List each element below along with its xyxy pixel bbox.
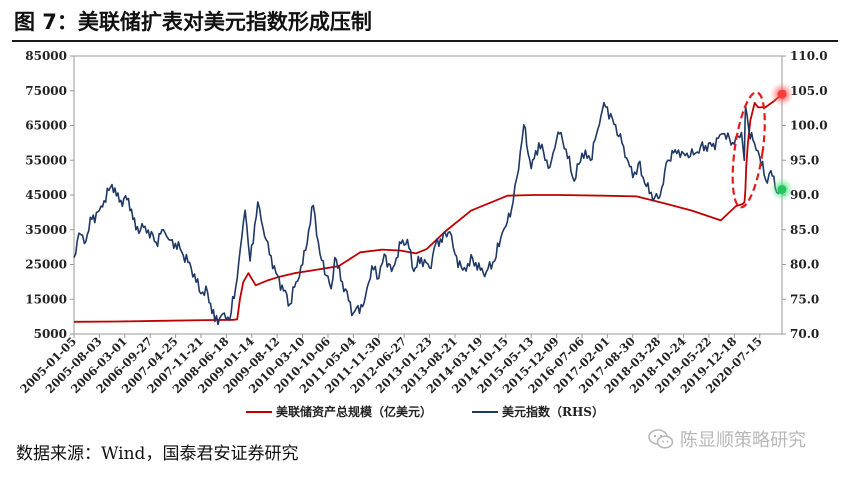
y-left-tick-label: 35000 <box>25 223 67 237</box>
plot-area-frame <box>73 55 783 335</box>
watermark: 陈显顺策略研究 <box>648 426 806 452</box>
y-right-tick-label: 75.0 <box>790 292 819 306</box>
y-right-tick-label: 70.0 <box>790 327 819 341</box>
y-right-tick-label: 100.0 <box>790 119 828 133</box>
y-left-tick-label: 5000 <box>34 327 67 341</box>
y-right-tick-label: 85.0 <box>790 223 819 237</box>
y-right-tick-label: 80.0 <box>790 258 819 272</box>
line-chart: 5000 15000 25000 35000 45000 55000 65000 75000 8… <box>17 49 828 419</box>
fed-assets-endpoint-dot <box>777 89 787 99</box>
figure-title: 图 7：美联储扩表对美元指数形成压制 <box>14 10 372 34</box>
fed-assets-line <box>73 93 783 323</box>
dollar-index-endpoint-dot <box>777 184 787 194</box>
watermark-text: 陈显顺策略研究 <box>680 430 806 451</box>
wechat-icon <box>648 429 674 449</box>
dollar-index-line <box>73 101 783 326</box>
y-left-tick-label: 15000 <box>25 292 67 306</box>
highlight-ellipse <box>731 91 766 209</box>
y-left-tick-label: 65000 <box>25 119 67 133</box>
y-right-tick-label: 110.0 <box>790 49 828 63</box>
y-right-tick-label: 95.0 <box>790 153 819 167</box>
legend-label-fed-assets: 美联储资产总规模（亿美元） <box>276 404 432 419</box>
y-left-tick-label: 55000 <box>25 153 67 167</box>
source-note: 数据来源：Wind，国泰君安证券研究 <box>16 444 299 464</box>
y-right-tick-label: 105.0 <box>790 84 828 98</box>
y-left-tick-label: 75000 <box>25 84 67 98</box>
y-left-tick-label: 45000 <box>25 188 67 202</box>
y-right-tick-label: 90.0 <box>790 188 819 202</box>
title-divider <box>12 40 838 42</box>
y-left-tick-label: 85000 <box>25 49 67 63</box>
y-left-tick-label: 25000 <box>25 258 67 272</box>
legend-label-dollar-index: 美元指数（RHS） <box>502 404 604 419</box>
